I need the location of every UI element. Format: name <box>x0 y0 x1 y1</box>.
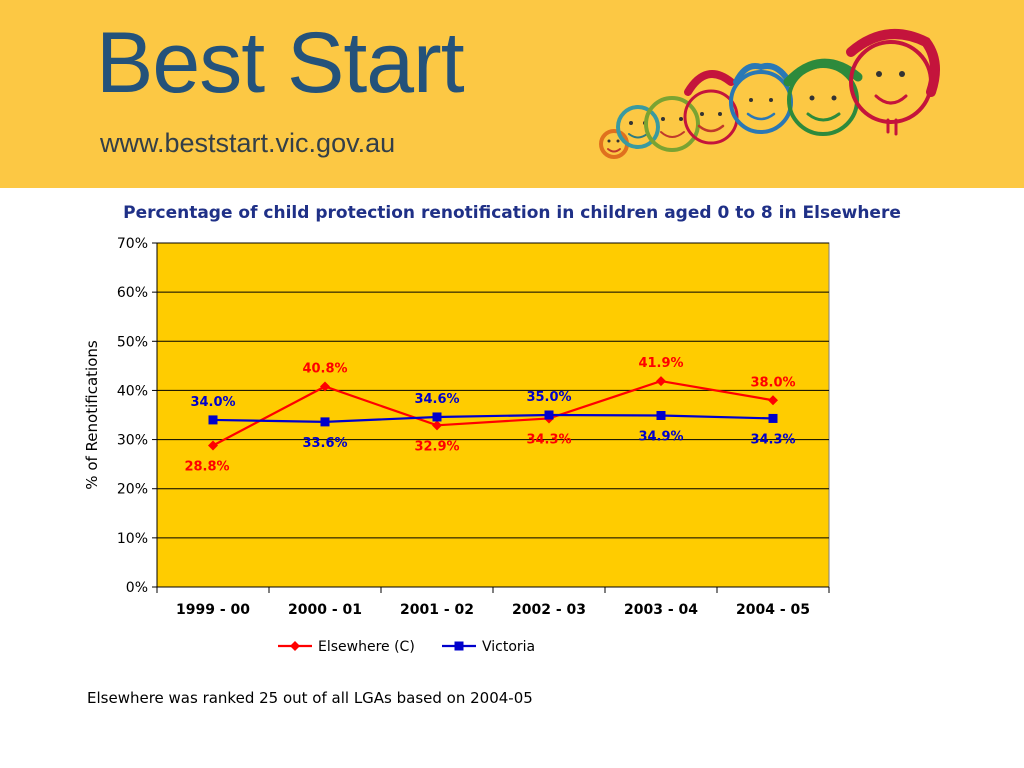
data-label-victoria: 33.6% <box>302 436 347 451</box>
data-point-victoria <box>432 412 442 422</box>
y-tick-label: 50% <box>117 334 148 350</box>
chart-title: Percentage of child protection renotific… <box>123 203 901 223</box>
data-label-victoria: 34.3% <box>750 432 795 447</box>
data-label-victoria: 34.9% <box>638 429 683 444</box>
data-label-elsewhere: 32.9% <box>414 439 459 454</box>
x-tick-label: 2002 - 03 <box>512 602 586 618</box>
y-axis-label: % of Renotifications <box>83 340 101 490</box>
y-tick-label: 30% <box>117 433 148 449</box>
data-label-victoria: 34.6% <box>414 392 459 407</box>
series-line-victoria <box>212 413 774 423</box>
data-label-elsewhere: 34.3% <box>526 432 571 447</box>
footnote: Elsewhere was ranked 25 out of all LGAs … <box>87 689 533 707</box>
y-tick-label: 20% <box>117 482 148 498</box>
legend-marker <box>454 641 464 651</box>
y-tick-label: 10% <box>117 531 148 547</box>
series-line-elsewhere <box>212 379 774 447</box>
data-point-victoria <box>208 415 218 425</box>
data-point-victoria <box>656 410 666 420</box>
data-point-elsewhere <box>432 420 442 431</box>
data-label-elsewhere: 41.9% <box>638 356 683 371</box>
data-point-elsewhere <box>320 381 330 392</box>
y-tick-label: 60% <box>117 285 148 301</box>
header-banner: Best Start www.beststart.vic.gov.au <box>0 0 1024 188</box>
data-label-victoria: 35.0% <box>526 390 571 405</box>
data-point-elsewhere <box>208 440 218 451</box>
data-label-elsewhere: 28.8% <box>184 459 229 474</box>
brand-title: Best Start <box>96 15 465 111</box>
data-label-elsewhere: 40.8% <box>302 361 347 376</box>
data-point-victoria <box>320 417 330 427</box>
x-tick-label: 2000 - 01 <box>288 602 362 618</box>
y-tick-label: 40% <box>117 383 148 399</box>
data-point-elsewhere <box>768 395 778 406</box>
data-point-victoria <box>768 413 778 423</box>
data-label-victoria: 34.0% <box>190 395 235 410</box>
children-faces-logo <box>599 29 940 159</box>
data-point-elsewhere <box>656 376 666 387</box>
y-tick-label: 70% <box>117 236 148 252</box>
legend-label: Elsewhere (C) <box>318 639 415 655</box>
x-tick-label: 2001 - 02 <box>400 602 474 618</box>
x-tick-label: 1999 - 00 <box>176 602 250 618</box>
legend-label: Victoria <box>482 639 535 655</box>
x-tick-label: 2004 - 05 <box>736 602 810 618</box>
brand-url: www.beststart.vic.gov.au <box>100 128 396 158</box>
data-point-victoria <box>544 410 554 420</box>
x-tick-label: 2003 - 04 <box>624 602 698 618</box>
data-label-elsewhere: 38.0% <box>750 375 795 390</box>
legend-marker <box>290 641 300 651</box>
y-tick-label: 0% <box>126 580 148 596</box>
